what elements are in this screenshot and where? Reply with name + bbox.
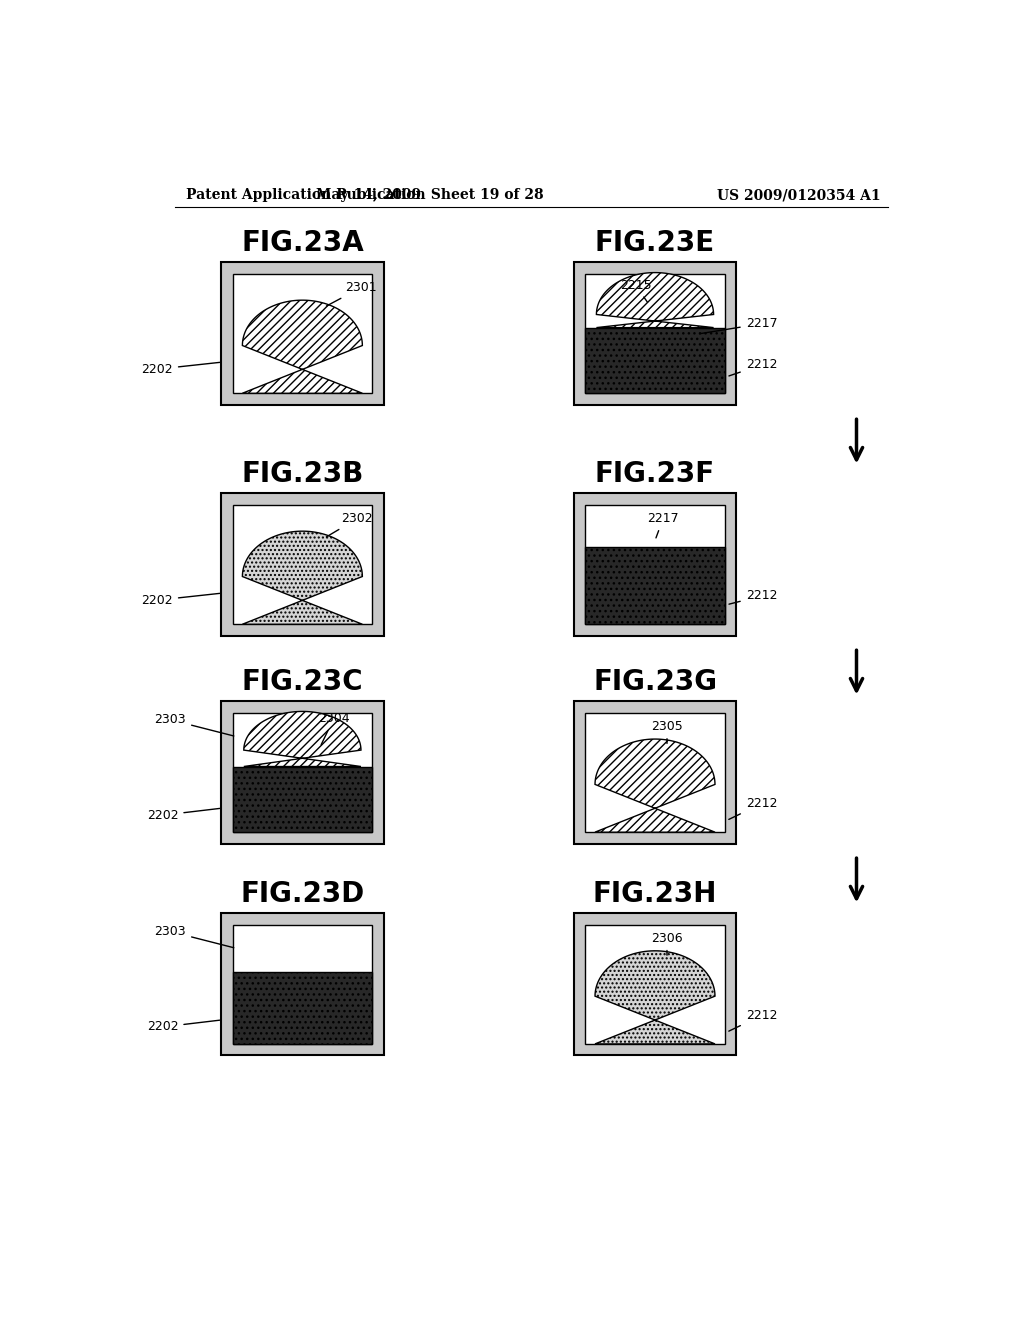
Bar [586, 327, 725, 393]
Bar [573, 701, 736, 843]
Bar [586, 713, 725, 832]
Text: FIG.23F: FIG.23F [595, 461, 715, 488]
Text: 2305: 2305 [651, 721, 683, 743]
Text: FIG.23E: FIG.23E [595, 230, 715, 257]
Bar [573, 263, 736, 405]
Text: 2212: 2212 [729, 797, 777, 820]
Polygon shape [596, 273, 714, 327]
Text: 2202: 2202 [141, 363, 220, 376]
Text: FIG.23C: FIG.23C [242, 668, 364, 696]
Text: 2212: 2212 [729, 590, 777, 605]
Bar [221, 263, 384, 405]
Bar [221, 494, 384, 636]
Text: US 2009/0120354 A1: US 2009/0120354 A1 [717, 189, 881, 202]
Bar [586, 504, 725, 624]
Bar [232, 275, 372, 393]
Polygon shape [595, 950, 715, 1044]
Bar [221, 913, 384, 1056]
Bar [232, 713, 372, 832]
Bar [221, 701, 384, 843]
Text: FIG.23H: FIG.23H [593, 879, 717, 908]
Text: FIG.23A: FIG.23A [241, 230, 364, 257]
Text: 2202: 2202 [146, 1020, 220, 1034]
Text: 2301: 2301 [327, 281, 377, 306]
Text: 2217: 2217 [699, 317, 777, 334]
Bar [586, 275, 725, 393]
Text: 2217: 2217 [647, 512, 679, 539]
Text: 2202: 2202 [141, 594, 220, 607]
Text: 2212: 2212 [729, 1008, 777, 1031]
Text: 2202: 2202 [146, 808, 220, 822]
Bar [232, 767, 372, 832]
Bar [573, 913, 736, 1056]
Bar [573, 494, 736, 636]
Polygon shape [243, 531, 362, 624]
Text: Patent Application Publication: Patent Application Publication [186, 189, 426, 202]
Bar [586, 546, 725, 624]
Text: May 14, 2009  Sheet 19 of 28: May 14, 2009 Sheet 19 of 28 [316, 189, 544, 202]
Text: 2303: 2303 [155, 713, 233, 737]
Text: 2215: 2215 [620, 279, 651, 302]
Text: FIG.23G: FIG.23G [593, 668, 717, 696]
Bar [232, 973, 372, 1044]
Text: 2212: 2212 [729, 359, 777, 376]
Text: 2303: 2303 [155, 925, 233, 948]
Polygon shape [595, 739, 715, 832]
Bar [586, 924, 725, 1044]
Text: 2302: 2302 [327, 512, 373, 537]
Text: 2306: 2306 [651, 932, 683, 956]
Text: FIG.23B: FIG.23B [242, 461, 364, 488]
Text: 2304: 2304 [317, 713, 349, 744]
Bar [232, 924, 372, 1044]
Bar [232, 504, 372, 624]
Polygon shape [244, 711, 361, 767]
Polygon shape [243, 300, 362, 393]
Text: FIG.23D: FIG.23D [241, 879, 365, 908]
